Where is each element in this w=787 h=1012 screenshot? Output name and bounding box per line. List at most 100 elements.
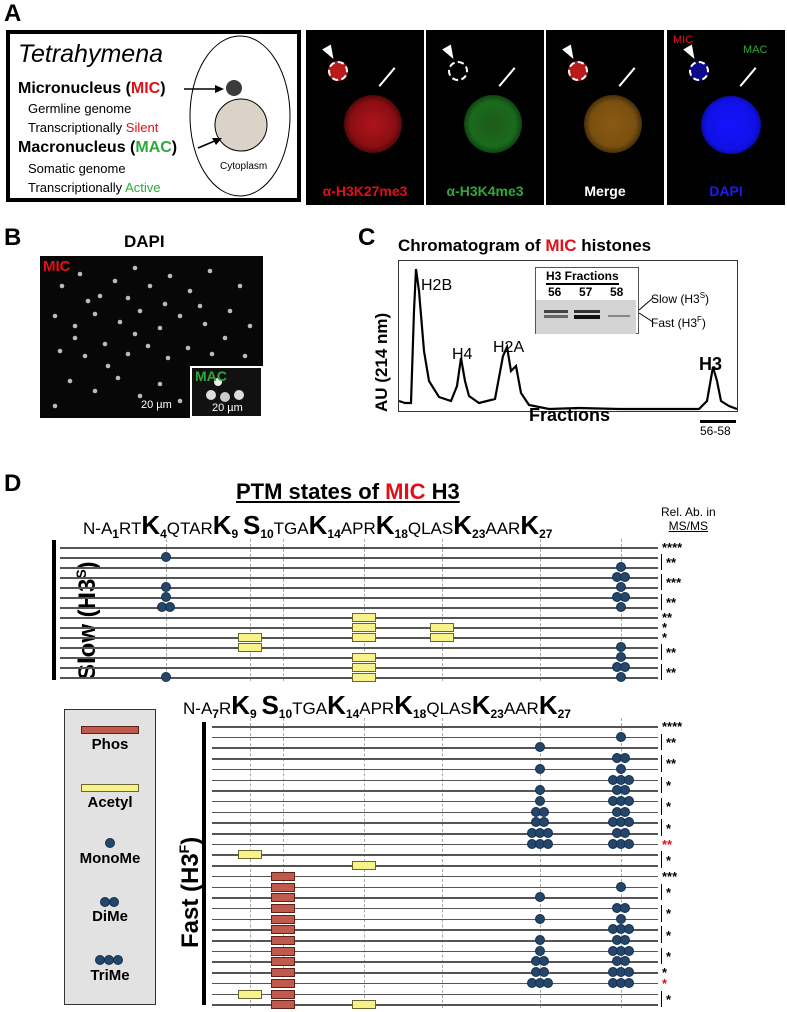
phos-mark xyxy=(271,871,295,881)
legend-trime: TriMe xyxy=(90,967,130,984)
lane-57: 57 xyxy=(579,285,593,299)
monome-icon xyxy=(105,838,115,848)
methyl-mark xyxy=(616,562,626,572)
sequence-residue: 27 xyxy=(539,527,553,541)
methyl-mark xyxy=(535,795,545,806)
methyl-mark xyxy=(624,817,634,828)
ptm-row-line xyxy=(212,993,658,995)
ptm-row-line xyxy=(212,843,658,846)
legend-monome: MonoMe xyxy=(79,850,141,867)
abundance-stars: ** xyxy=(662,836,673,852)
methyl-mark xyxy=(535,763,545,774)
slow-axis-bar xyxy=(52,540,56,680)
slow-section-label: Slow (H3S) xyxy=(73,561,101,680)
peak-label-h2b: H2B xyxy=(421,277,453,294)
methyl-mark xyxy=(620,956,630,967)
phos-mark xyxy=(271,946,295,956)
abundance-stars: * xyxy=(666,949,672,965)
ptm-row-line xyxy=(212,865,658,867)
ptm-row-line xyxy=(212,758,658,760)
ptm-row-line xyxy=(212,822,658,824)
ptm-row-line xyxy=(212,747,658,749)
phos-mark xyxy=(271,989,295,999)
ptm-row-line xyxy=(212,811,658,814)
ptm-row-line xyxy=(212,961,658,963)
abundance-stars: ** xyxy=(666,555,677,570)
methyl-mark xyxy=(620,902,630,913)
methyl-mark xyxy=(616,763,626,774)
ptm-row-line xyxy=(212,768,658,771)
sequence-residue: AAR xyxy=(503,699,539,718)
methyl-mark xyxy=(161,592,171,602)
methyl-mark xyxy=(620,828,630,838)
sequence-residue: K xyxy=(520,510,540,540)
sequence-residue: 9 xyxy=(250,707,257,721)
methyl-mark xyxy=(620,662,630,672)
mic-heading: Micronucleus (MIC) xyxy=(18,80,166,97)
sequence-residue: K xyxy=(394,690,413,720)
methyl-mark xyxy=(161,582,171,592)
acetyl-mark xyxy=(352,613,376,622)
sds-gel-inset: H3 Fractions 56 57 58 xyxy=(535,267,639,334)
abundance-bracket xyxy=(661,733,662,751)
methyl-mark xyxy=(624,967,634,978)
methyl-mark xyxy=(165,602,175,612)
cytoplasm-label: Cytoplasm xyxy=(220,161,268,172)
sequence-residue: K xyxy=(231,690,251,720)
methyl-mark xyxy=(624,838,634,849)
panel-c-letter: C xyxy=(358,224,376,251)
residue-guide xyxy=(250,539,251,681)
dapi-mac-label: MAC xyxy=(743,44,768,56)
sequence-residue: K xyxy=(471,690,491,720)
abundance-stars: * xyxy=(666,927,672,943)
fast-axis-bar xyxy=(202,722,206,1005)
chromatogram-plot: H2B H4 H2A H3 H3 Fractions 56 57 58 Slow… xyxy=(398,260,738,412)
chromatogram-title: Chromatogram of MIC histones xyxy=(398,236,652,255)
methyl-mark xyxy=(535,945,545,956)
abundance-stars: * xyxy=(666,820,672,836)
peak-label-h4: H4 xyxy=(452,346,473,363)
residue-guide xyxy=(540,539,541,681)
ptm-row-line xyxy=(60,597,658,599)
mic-line1: Germline genome xyxy=(28,101,132,116)
abundance-stars: * xyxy=(666,799,672,815)
ptm-row-line xyxy=(212,950,658,953)
methyl-mark xyxy=(161,672,171,682)
acetyl-mark xyxy=(238,989,262,999)
methyl-mark xyxy=(620,785,630,796)
abundance-stars: ** xyxy=(666,645,677,660)
ptm-row-line xyxy=(212,875,658,878)
ptm-row-line xyxy=(60,577,658,579)
nuclei-field xyxy=(52,265,253,409)
phos-mark xyxy=(271,914,295,924)
methyl-mark xyxy=(535,742,545,753)
sequence-residue: QTAR xyxy=(166,519,213,538)
sequence-residue: 23 xyxy=(490,707,504,721)
abundance-stars: * xyxy=(666,884,672,900)
methyl-mark xyxy=(620,592,630,602)
methyl-mark xyxy=(543,977,553,988)
peak-label-h2a: H2A xyxy=(493,339,525,356)
abundance-bracket xyxy=(661,904,662,922)
sequence-residue: RT xyxy=(118,519,142,538)
methyl-mark xyxy=(624,774,634,785)
methyl-mark xyxy=(539,956,549,967)
abundance-stars: *** xyxy=(662,868,678,884)
cell-schematic: Tetrahymena Micronucleus (MIC) Germline … xyxy=(6,30,301,202)
scale-bar-main: 20 µm xyxy=(141,399,172,411)
sequence-residue: K xyxy=(141,510,161,540)
acetyl-mark xyxy=(352,861,376,871)
legend-phos: Phos xyxy=(91,736,129,753)
micrograph-label: α-H3K4me3 xyxy=(446,183,524,199)
methyl-mark xyxy=(620,806,630,817)
abundance-bracket xyxy=(661,574,662,590)
ptm-row-line xyxy=(212,907,658,910)
methyl-mark xyxy=(539,806,549,817)
micrograph-h3k27me3: α-H3K27me3 xyxy=(306,30,424,205)
sequence-residue: QLAS xyxy=(407,519,454,538)
acetyl-mark xyxy=(352,663,376,672)
residue-guide xyxy=(364,539,365,681)
acetyl-mark xyxy=(238,850,262,860)
abundance-stars: ** xyxy=(666,595,677,610)
sequence-residue: R xyxy=(218,699,232,718)
